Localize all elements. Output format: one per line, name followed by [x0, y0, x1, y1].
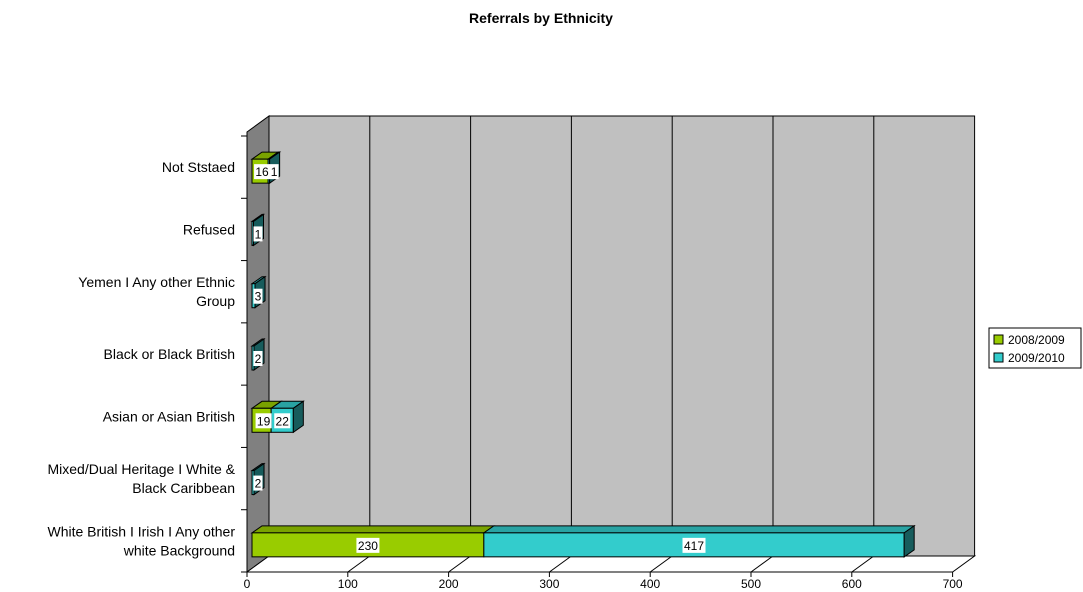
data-label: 417: [684, 539, 704, 553]
gridlines: [347, 116, 875, 573]
y-axis: White British I Irish I Any other white B…: [47, 132, 248, 573]
data-label: 19: [257, 414, 271, 428]
category-label: Not Ststaed: [162, 159, 235, 175]
legend-box: [988, 327, 1082, 369]
category-label: Black or Black British: [104, 346, 235, 362]
x-tick-label: 500: [741, 577, 761, 591]
data-label: 230: [358, 539, 378, 553]
legend: 2008/2009 2009/2010: [988, 327, 1082, 369]
floor-gridline: [347, 555, 371, 573]
legend-label: 2008/2009: [1008, 333, 1065, 347]
bar-side: [292, 400, 304, 434]
data-label: 22: [276, 414, 290, 428]
data-label-bg: [255, 413, 272, 429]
bar-top: [482, 525, 916, 534]
x-tick-label: 700: [943, 577, 963, 591]
floor-gridline: [448, 555, 471, 573]
category-label: Yemen I Any other Ethnic: [78, 274, 235, 290]
category-label: Black Caribbean: [132, 480, 235, 496]
data-label: 3: [255, 290, 262, 304]
x-tick-label: 400: [640, 577, 660, 591]
plot-walls: [245, 115, 977, 573]
data-label-bg: [682, 537, 706, 553]
category-label: Mixed/Dual Heritage I White &: [47, 461, 235, 477]
x-axis: 0 100 200 300 400 500 600 700: [244, 571, 963, 591]
category-label: Refused: [183, 221, 235, 237]
data-label: 2: [255, 477, 262, 491]
data-label: 16: [255, 165, 269, 179]
legend-label: 2009/2010: [1008, 351, 1065, 365]
back-wall: [268, 115, 976, 557]
legend-swatch: [993, 352, 1004, 363]
floor: [245, 555, 977, 573]
category-label: Group: [196, 293, 235, 309]
category-label: White British I Irish I Any other: [47, 523, 235, 539]
data-label-bg: [253, 475, 263, 491]
data-label: 1: [255, 227, 262, 241]
category-label: Asian or Asian British: [103, 408, 235, 424]
legend-swatch: [993, 334, 1004, 345]
bar-top: [250, 525, 496, 534]
chart-title: Referrals by Ethnicity: [469, 10, 613, 26]
data-label-bg: [356, 537, 380, 553]
floor-gridline: [851, 555, 875, 573]
data-label-bg: [253, 226, 263, 242]
data-label-bg: [254, 164, 271, 180]
data-label-bg: [274, 413, 291, 429]
x-tick-label: 300: [539, 577, 559, 591]
data-label-bg: [253, 288, 263, 304]
x-tick-label: 600: [842, 577, 862, 591]
data-label-bg: [253, 351, 263, 366]
bar-side: [903, 524, 915, 558]
data-label-bg: [269, 164, 279, 180]
category-label: white Background: [123, 542, 235, 558]
data-label: 1: [271, 165, 278, 179]
floor-gridline: [750, 555, 774, 573]
floor-gridline: [549, 555, 572, 573]
x-tick-label: 0: [244, 577, 251, 591]
floor-gridline: [649, 555, 673, 573]
x-tick-label: 200: [439, 577, 459, 591]
data-label: 2: [255, 352, 262, 366]
x-tick-label: 100: [338, 577, 358, 591]
